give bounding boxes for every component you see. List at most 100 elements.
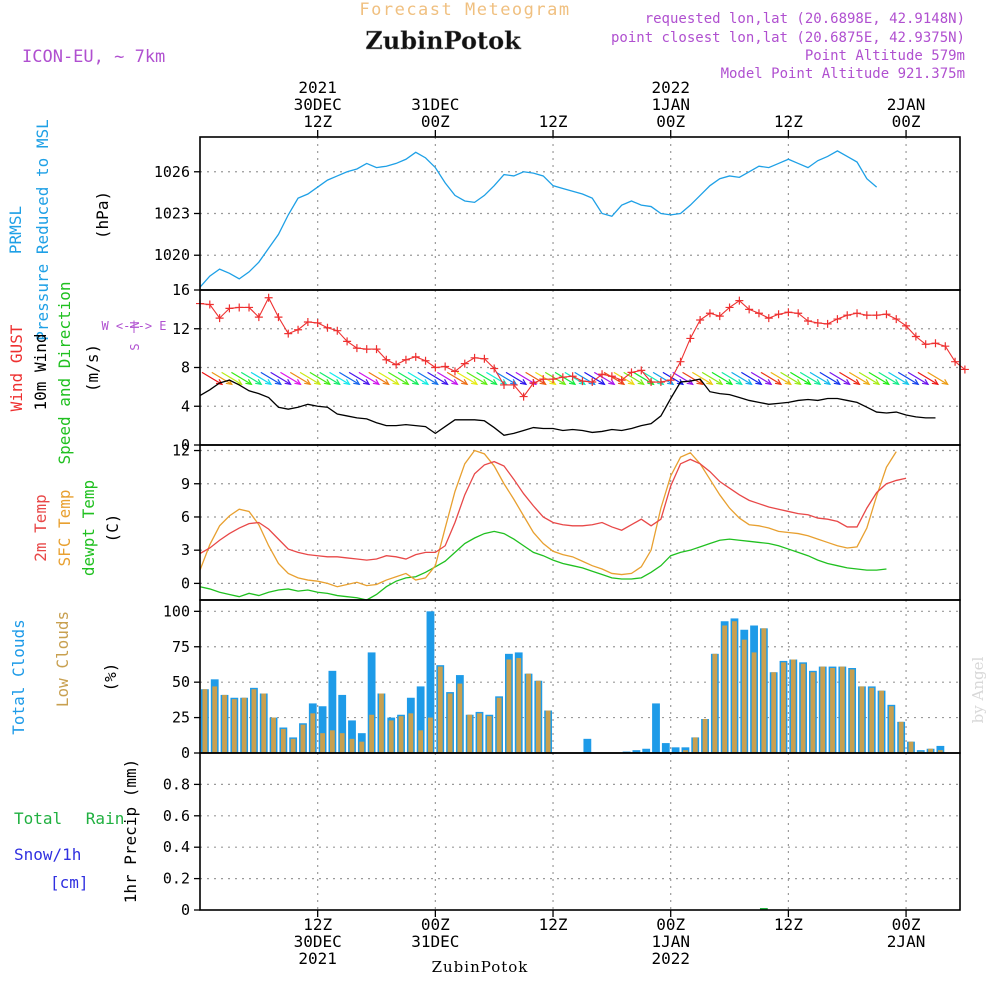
wind-direction-arrow <box>319 371 340 385</box>
bottom-time-label: 00Z <box>421 915 450 934</box>
wind-gust-marker <box>735 296 744 305</box>
wind-compass-n: N <box>128 321 142 328</box>
wind-direction-arrowhead <box>755 379 763 386</box>
wind-gust-marker <box>637 366 646 375</box>
precip-unit: 1hr Precip (mm) <box>121 759 140 904</box>
wind-direction-arrow <box>711 371 733 385</box>
wind-gust-marker <box>411 352 420 361</box>
low-cloud-bar <box>869 687 875 753</box>
low-cloud-bar <box>271 717 276 753</box>
temp-label-2m: 2m Temp <box>31 494 50 561</box>
wind-gust-marker <box>274 313 283 322</box>
wind-tick-label: 12 <box>172 320 190 338</box>
wind-gust-marker <box>882 310 891 319</box>
wind-direction-arrow <box>260 371 282 385</box>
wind-direction-arrow <box>623 371 644 385</box>
wind-tick-label: 8 <box>181 359 190 377</box>
total-cloud-bar <box>661 743 670 753</box>
wind-direction-arrow <box>397 371 419 385</box>
bottom-time-label: 2JAN <box>887 932 926 951</box>
cloud-tick-label: 0 <box>181 744 190 762</box>
low-cloud-bar <box>447 693 453 753</box>
cloud-label-total: Total Clouds <box>9 619 28 735</box>
wind-direction-arrow <box>437 371 458 385</box>
wind-gust-marker <box>578 377 587 386</box>
total-cloud-bar <box>642 748 651 753</box>
temp-tick-label: 6 <box>181 508 190 526</box>
cloud-tick-label: 100 <box>163 602 190 620</box>
wind-direction-arrowhead <box>412 379 420 386</box>
chart-title: Forecast Meteogram <box>359 0 570 20</box>
wind-label-gust: Wind GUST <box>7 324 26 411</box>
low-cloud-bar <box>545 710 551 753</box>
wind-direction-arrow <box>329 371 350 385</box>
low-cloud-bar <box>339 733 345 753</box>
wind-direction-arrow <box>917 371 939 385</box>
wind-direction-arrow <box>270 371 291 385</box>
cloud-tick-label: 25 <box>172 709 190 727</box>
wind-gust-marker <box>931 339 940 348</box>
wind-gust-marker <box>215 314 224 323</box>
precip-tick-label: 0.2 <box>163 870 190 888</box>
low-cloud-bar <box>712 653 718 753</box>
wind-gust-marker <box>303 317 312 326</box>
low-cloud-bar <box>496 697 502 753</box>
wind-direction-arrow <box>211 371 233 385</box>
sfc-temp-line <box>199 449 897 588</box>
wind-direction-arrow <box>417 371 439 385</box>
wind-direction-arrowhead <box>304 379 312 386</box>
closest-coords: point closest lon,lat (20.6875E, 42.9375… <box>611 30 965 46</box>
wind-gust-marker <box>254 313 263 322</box>
wind-direction-arrow <box>535 371 556 385</box>
wind-gust-marker <box>598 370 607 379</box>
temp-unit: (C) <box>103 514 122 543</box>
wind-direction-arrow <box>672 371 694 385</box>
pressure-labels: PRMSL Pressure Reduced to MSL (hPa) <box>6 119 112 341</box>
low-cloud-bar <box>398 716 404 753</box>
wind-labels: Wind GUST 10m Wind Speed and Direction (m/s… <box>7 281 102 464</box>
dewpt-line <box>199 530 887 601</box>
wind-direction-arrowhead <box>284 379 292 386</box>
wind-direction-arrowhead <box>441 379 449 386</box>
wind-label-10m: 10m Wind <box>31 333 50 410</box>
wind-gust-marker <box>588 378 597 387</box>
wind-direction-arrow <box>299 371 321 385</box>
wind-gust-marker <box>509 380 518 389</box>
wind-gust-marker <box>686 334 695 343</box>
wind-direction-arrow <box>486 371 507 385</box>
wind-direction-arrow <box>731 371 752 385</box>
wind-direction-arrow <box>603 371 625 385</box>
low-cloud-bar <box>251 689 257 753</box>
wind-gust-marker <box>205 300 214 309</box>
wind-direction-arrowhead <box>421 379 430 386</box>
wind-direction-arrow <box>525 371 546 385</box>
wind-gust-marker <box>519 392 528 401</box>
bottom-time-label: 12Z <box>539 915 568 934</box>
temp-tick-label: 12 <box>172 442 190 460</box>
low-cloud-bar <box>790 659 796 753</box>
wind-compass-s: S <box>128 343 142 350</box>
wind-direction-arrow <box>741 371 762 385</box>
wind-direction-arrowhead <box>637 379 645 386</box>
wind-direction-arrowhead <box>402 379 410 386</box>
wind-direction-arrow <box>515 371 537 385</box>
low-cloud-bar <box>320 733 325 753</box>
wind-direction-arrow <box>682 371 703 385</box>
rain-bar <box>759 908 768 910</box>
wind-direction-arrowhead <box>608 379 616 386</box>
low-cloud-bar <box>388 720 394 753</box>
wind-direction-arrow <box>476 371 497 385</box>
total-cloud-bar <box>681 747 690 753</box>
low-cloud-bar <box>839 666 845 753</box>
wind-direction-arrowhead <box>765 379 773 386</box>
low-cloud-bar <box>830 668 835 753</box>
total-cloud-bar <box>652 703 660 753</box>
wind-gust-marker <box>627 368 636 377</box>
wind-direction-arrow <box>388 371 409 385</box>
wind-gust-marker <box>862 311 871 320</box>
low-cloud-bar <box>535 680 541 753</box>
wind-direction-arrowhead <box>519 379 528 386</box>
wind-direction-arrow <box>584 371 605 385</box>
low-cloud-bar <box>781 662 786 753</box>
wind-gust-marker <box>774 310 783 319</box>
